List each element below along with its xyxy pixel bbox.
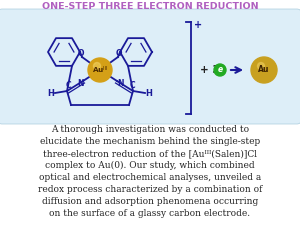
FancyBboxPatch shape — [0, 9, 300, 124]
Circle shape — [257, 62, 265, 69]
Text: C: C — [129, 82, 135, 91]
Text: +: + — [194, 20, 202, 30]
Text: Au: Au — [258, 66, 270, 75]
Text: A thorough investigation was conducted to
elucidate the mechanism behind the sin: A thorough investigation was conducted t… — [38, 125, 262, 218]
Text: N: N — [117, 78, 123, 88]
Circle shape — [251, 57, 277, 83]
Text: H: H — [48, 89, 54, 98]
Text: H: H — [146, 89, 152, 98]
Text: N: N — [77, 78, 83, 88]
Circle shape — [88, 58, 112, 82]
Text: + 3: + 3 — [200, 65, 220, 75]
Text: Au$^{\rm III}$: Au$^{\rm III}$ — [92, 64, 108, 76]
Text: O: O — [78, 50, 84, 59]
Text: e: e — [218, 66, 223, 75]
Text: ONE-STEP THREE ELECTRON REDUCTION: ONE-STEP THREE ELECTRON REDUCTION — [42, 2, 258, 11]
Text: C: C — [65, 82, 71, 91]
Circle shape — [94, 62, 100, 69]
Text: O: O — [116, 50, 122, 59]
Circle shape — [214, 64, 226, 76]
